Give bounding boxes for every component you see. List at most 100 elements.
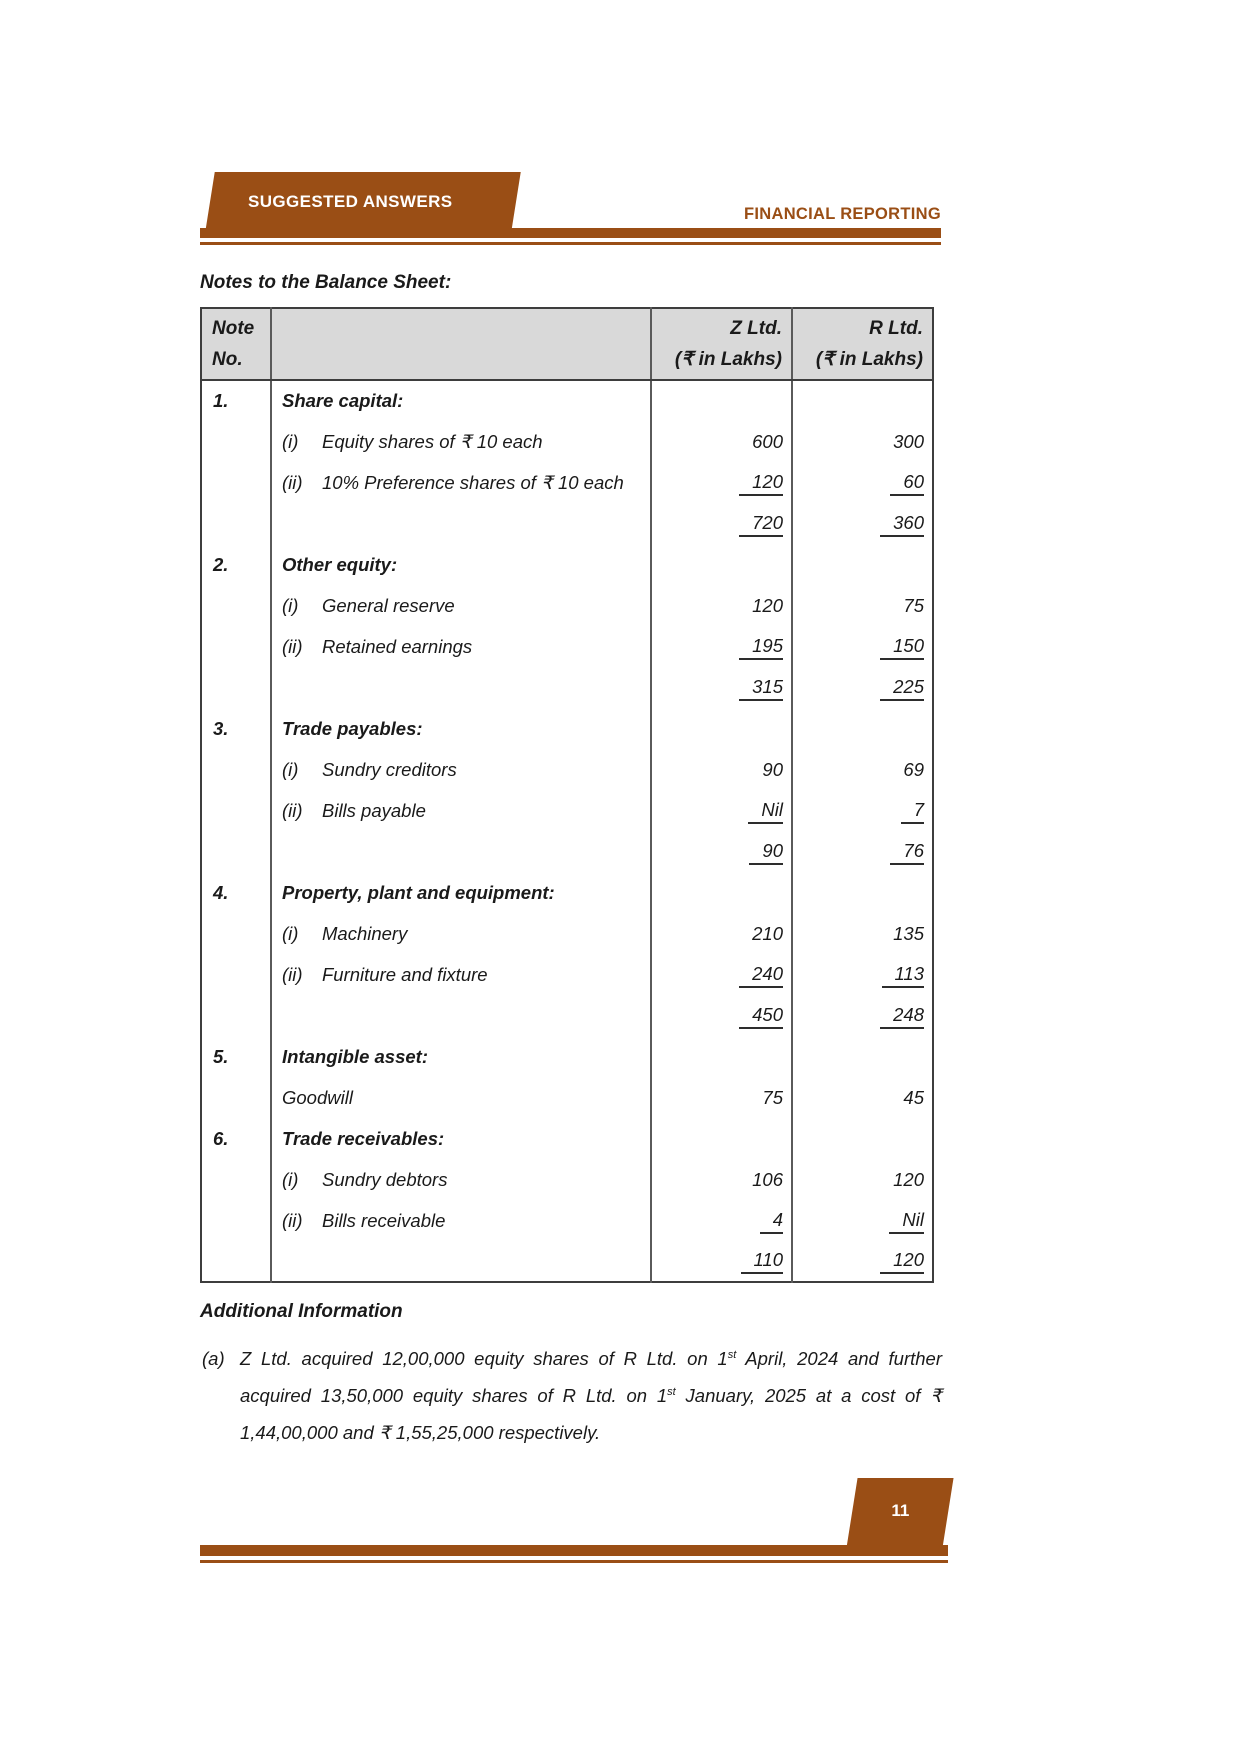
table-row: (i) Sundry debtors 106 120: [201, 1159, 933, 1200]
r-ltd-value: 150: [880, 634, 924, 660]
item-marker: (a): [202, 1348, 225, 1369]
note-number: 6.: [201, 1118, 272, 1159]
table-row: Goodwill 75 45: [201, 1077, 933, 1118]
z-ltd-value-cell: [651, 1118, 793, 1159]
z-ltd-value: 240: [739, 962, 783, 988]
z-ltd-value-cell: Nil: [651, 790, 793, 831]
row-marker: (i): [282, 922, 299, 944]
subject-title: FINANCIAL REPORTING: [744, 205, 941, 223]
row-description: (i) General reserve: [271, 585, 652, 626]
row-description: Share capital:: [271, 380, 652, 421]
row-description: [271, 667, 652, 708]
table-row: (i) Equity shares of ₹ 10 each 600 300: [201, 421, 933, 462]
r-ltd-value: 225: [880, 675, 924, 701]
note-number: [201, 626, 272, 667]
z-ltd-value: 315: [739, 675, 783, 701]
z-ltd-value: 110: [740, 1248, 783, 1274]
z-ltd-value-cell: 720: [651, 503, 793, 544]
z-ltd-value: 4: [759, 1208, 783, 1234]
r-ltd-value-cell: 120: [792, 1159, 933, 1200]
row-label: Other equity:: [282, 553, 398, 575]
table-row: 3. Trade payables:: [201, 708, 933, 749]
row-label: Machinery: [322, 922, 408, 944]
r-ltd-value-cell: 75: [792, 585, 933, 626]
note-number: 1.: [201, 380, 272, 421]
row-marker: (ii): [282, 1209, 303, 1231]
row-marker: (i): [282, 1168, 299, 1190]
z-ltd-value-cell: 106: [651, 1159, 793, 1200]
z-ltd-value-cell: 240: [651, 954, 793, 995]
row-label: Property, plant and equipment:: [282, 881, 555, 903]
z-ltd-value-cell: 90: [651, 749, 793, 790]
row-description: (i) Machinery: [271, 913, 652, 954]
page-number-tab: 11: [846, 1478, 954, 1548]
note-number: [201, 995, 272, 1036]
notes-table-body: 1. Share capital: (i) Equity shares of ₹ …: [201, 380, 933, 1282]
note-number: [201, 913, 272, 954]
z-ltd-value-cell: 4: [651, 1200, 793, 1241]
z-ltd-value-cell: 600: [651, 421, 793, 462]
table-title: Notes to the Balance Sheet:: [200, 272, 452, 293]
r-ltd-value: 7: [900, 798, 924, 824]
row-description: (ii) Bills payable: [271, 790, 652, 831]
header-banner: SUGGESTED ANSWERS: [205, 172, 521, 232]
row-description: Intangible asset:: [271, 1036, 652, 1077]
note-number: [201, 462, 272, 503]
r-ltd-value: 120: [893, 1168, 924, 1190]
footer-bar: [200, 1545, 948, 1556]
table-row: 315 225: [201, 667, 933, 708]
z-ltd-value-cell: [651, 708, 793, 749]
row-description: [271, 831, 652, 872]
row-label: General reserve: [322, 594, 455, 616]
r-ltd-value-cell: 7: [792, 790, 933, 831]
header-r-line1: R Ltd.: [869, 318, 923, 339]
z-ltd-value-cell: [651, 544, 793, 585]
note-number: 4.: [201, 872, 272, 913]
column-header-r-ltd: R Ltd. (₹ in Lakhs): [792, 308, 933, 381]
row-description: (ii) Bills receivable: [271, 1200, 652, 1241]
column-header-description: [271, 308, 652, 381]
row-description: Trade receivables:: [271, 1118, 652, 1159]
table-row: 110 120: [201, 1241, 933, 1282]
z-ltd-value-cell: [651, 380, 793, 421]
additional-info-item: (a) Z Ltd. acquired 12,00,000 equity sha…: [202, 1340, 942, 1451]
z-ltd-value-cell: [651, 1036, 793, 1077]
r-ltd-value-cell: [792, 1118, 933, 1159]
table-row: (i) General reserve 120 75: [201, 585, 933, 626]
r-ltd-value: 300: [893, 430, 924, 452]
row-description: [271, 503, 652, 544]
row-label: Sundry debtors: [322, 1168, 448, 1190]
z-ltd-value: 106: [752, 1168, 783, 1190]
z-ltd-value-cell: 75: [651, 1077, 793, 1118]
row-description: (ii) Retained earnings: [271, 626, 652, 667]
z-ltd-value: 120: [739, 470, 783, 496]
notes-table-header: Note No. Z Ltd. (₹ in Lakhs) R Ltd. (₹ i…: [201, 308, 933, 381]
r-ltd-value-cell: 150: [792, 626, 933, 667]
header-z-line2: (₹ in Lakhs): [674, 349, 782, 370]
row-marker: (i): [282, 594, 299, 616]
row-description: (i) Sundry debtors: [271, 1159, 652, 1200]
row-label: Sundry creditors: [322, 758, 457, 780]
row-marker: (ii): [282, 635, 303, 657]
z-ltd-value-cell: 90: [651, 831, 793, 872]
note-number: [201, 954, 272, 995]
note-number: [201, 421, 272, 462]
r-ltd-value-cell: 69: [792, 749, 933, 790]
r-ltd-value-cell: Nil: [792, 1200, 933, 1241]
table-row: (ii) Furniture and fixture 240 113: [201, 954, 933, 995]
header-note-line2: No.: [212, 349, 243, 370]
header-z-line1: Z Ltd.: [730, 318, 782, 339]
header-note-line1: Note: [212, 318, 255, 339]
note-number: [201, 667, 272, 708]
row-description: (ii) 10% Preference shares of ₹ 10 each: [271, 462, 652, 503]
r-ltd-value: 113: [881, 962, 924, 988]
row-description: (i) Equity shares of ₹ 10 each: [271, 421, 652, 462]
note-number: [201, 831, 272, 872]
note-number: [201, 1077, 272, 1118]
r-ltd-value: 69: [903, 758, 924, 780]
z-ltd-value: 120: [752, 594, 783, 616]
note-number: 3.: [201, 708, 272, 749]
r-ltd-value: 60: [890, 470, 924, 496]
z-ltd-value: 450: [739, 1003, 783, 1029]
r-ltd-value: 75: [903, 594, 924, 616]
